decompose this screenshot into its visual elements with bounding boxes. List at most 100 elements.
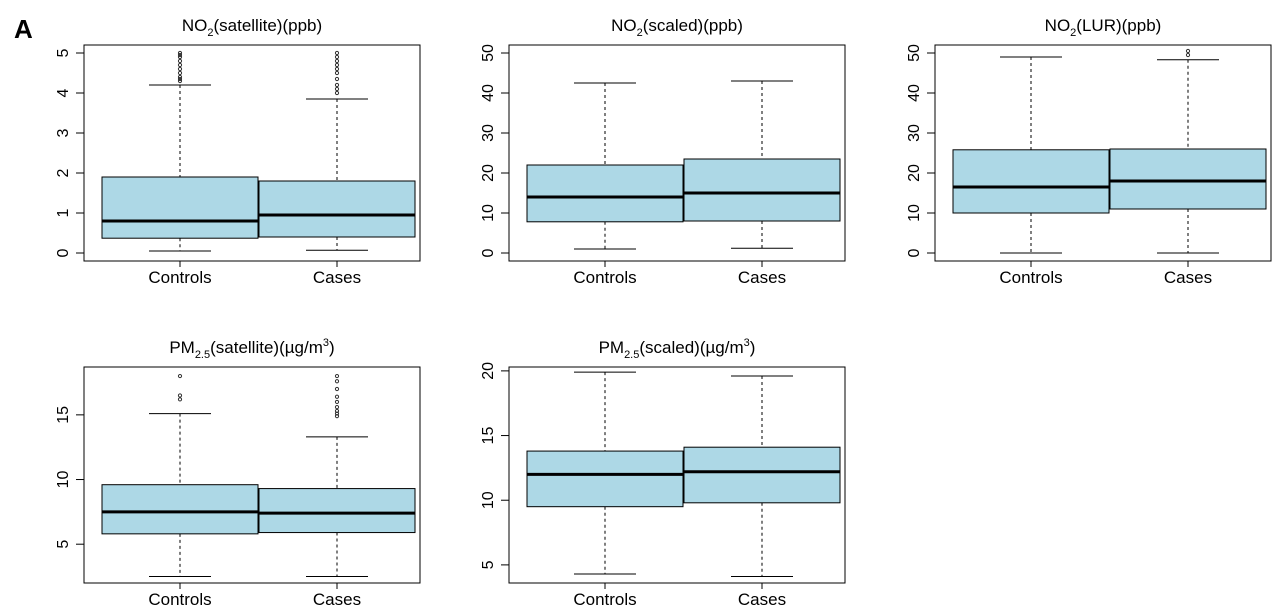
outlier-point <box>334 62 340 68</box>
title-rest: (LUR)(ppb) <box>1076 16 1161 35</box>
y-tick-label: 10 <box>906 204 923 222</box>
iqr-box <box>683 158 841 222</box>
outlier-point <box>334 373 340 379</box>
y-tick-label: 30 <box>480 124 497 142</box>
title-end: ) <box>329 338 335 357</box>
outlier-point <box>177 70 183 76</box>
box-cases: Cases <box>1109 48 1267 287</box>
outlier-point <box>334 54 340 60</box>
chart-title: NO2(satellite)(ppb) <box>182 16 322 39</box>
iqr-box <box>952 149 1110 214</box>
outlier-point <box>177 52 183 58</box>
outlier-point <box>177 393 183 398</box>
title-superscript: 3 <box>323 337 329 349</box>
outlier-point <box>177 78 183 84</box>
outlier-point <box>334 386 340 392</box>
title-main: NO <box>1045 16 1071 35</box>
outlier-point <box>334 411 340 416</box>
plot-frame <box>508 366 846 584</box>
outlier-point <box>1185 48 1191 54</box>
box-cases: Cases <box>683 375 841 609</box>
iqr-box <box>101 484 259 535</box>
chart-title: PM2.5(satellite)(µg/m3) <box>169 337 334 361</box>
x-tick-label: Cases <box>313 268 361 287</box>
outlier-point <box>334 379 340 384</box>
plot-frame <box>934 44 1272 262</box>
title-main: NO <box>611 16 637 35</box>
x-tick-label: Controls <box>148 590 211 609</box>
title-subscript: 2 <box>637 27 643 39</box>
title-end: ) <box>750 338 756 357</box>
title-main: PM <box>599 338 625 357</box>
outlier-point <box>177 76 183 82</box>
chart-3: NO2(LUR)(ppb) 0 10 20 30 40 50 Controls Cases <box>906 16 1272 287</box>
x-tick-label: Controls <box>999 268 1062 287</box>
title-rest: (satellite)(ppb) <box>213 16 322 35</box>
iqr-box <box>1109 148 1267 210</box>
y-tick-label: 3 <box>55 128 72 137</box>
title-main: PM <box>169 338 195 357</box>
outlier-point <box>177 397 183 402</box>
outlier-point <box>334 394 340 399</box>
iqr-box <box>258 180 416 238</box>
outlier-point <box>334 82 340 88</box>
x-tick-label: Controls <box>573 268 636 287</box>
x-tick-label: Cases <box>1164 268 1212 287</box>
y-tick-label: 50 <box>480 44 497 62</box>
title-subscript: 2.5 <box>624 349 639 361</box>
outlier-point <box>334 404 340 410</box>
title-subscript: 2 <box>1070 27 1076 39</box>
box-controls: Controls <box>101 50 259 287</box>
title-superscript: 3 <box>744 337 750 349</box>
box-cases: Cases <box>258 50 416 287</box>
chart-title: NO2(LUR)(ppb) <box>1045 16 1162 39</box>
x-tick-label: Cases <box>738 590 786 609</box>
plot-frame <box>83 366 421 584</box>
outlier-point <box>177 373 183 379</box>
title-rest: (scaled)(µg/m <box>639 338 743 357</box>
y-tick-label: 5 <box>480 560 497 569</box>
outlier-point <box>334 66 340 72</box>
x-tick-label: Controls <box>148 268 211 287</box>
y-tick-label: 15 <box>55 406 72 424</box>
box-controls: Controls <box>101 373 259 609</box>
y-tick-label: 20 <box>906 164 923 182</box>
y-tick-label: 40 <box>480 84 497 102</box>
box-cases: Cases <box>683 80 841 287</box>
y-tick-label: 2 <box>55 168 72 177</box>
outlier-point <box>334 399 340 405</box>
x-tick-label: Cases <box>738 268 786 287</box>
outlier-point <box>334 58 340 64</box>
box-controls: Controls <box>526 371 684 609</box>
outlier-point <box>177 58 183 64</box>
chart-5: PM2.5(scaled)(µg/m3) 5 10 15 20 Controls Cases <box>480 337 846 609</box>
plot-frame <box>508 44 846 262</box>
y-tick-label: 0 <box>906 248 923 257</box>
outlier-point <box>334 408 340 414</box>
y-tick-label: 10 <box>55 471 72 489</box>
iqr-box <box>526 164 684 223</box>
outlier-point <box>177 50 183 56</box>
plot-frame <box>83 44 421 262</box>
title-main: NO <box>182 16 208 35</box>
chart-title: PM2.5(scaled)(µg/m3) <box>599 337 756 361</box>
y-tick-label: 4 <box>55 88 72 97</box>
box-controls: Controls <box>526 82 684 287</box>
title-subscript: 2 <box>207 27 213 39</box>
y-tick-label: 5 <box>55 540 72 549</box>
outlier-point <box>177 62 183 68</box>
iqr-box <box>258 488 416 534</box>
box-controls: Controls <box>952 56 1110 287</box>
outlier-point <box>177 54 183 60</box>
y-tick-label: 20 <box>480 362 497 380</box>
chart-2: NO2(scaled)(ppb) 0 10 20 30 40 50 Controls Cases <box>480 16 846 287</box>
chart-4: PM2.5(satellite)(µg/m3) 5 10 15 Controls Case… <box>55 337 421 609</box>
iqr-box <box>101 176 259 239</box>
y-tick-label: 1 <box>55 208 72 217</box>
y-tick-label: 5 <box>55 48 72 57</box>
title-rest: (scaled)(ppb) <box>643 16 743 35</box>
y-tick-label: 30 <box>906 124 923 142</box>
y-tick-label: 0 <box>480 248 497 257</box>
